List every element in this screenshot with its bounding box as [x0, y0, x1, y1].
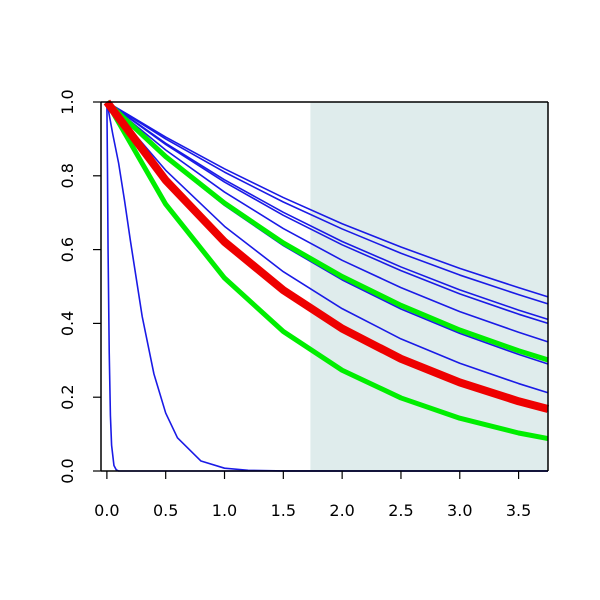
y-tick-label-0.4: 0.4: [58, 311, 77, 336]
series-line-green-11: [104, 100, 549, 441]
series-line-blue-2: [106, 101, 549, 321]
series-line-blue-0: [106, 101, 549, 298]
x-tick-label-2.5: 2.5: [388, 501, 413, 520]
y-tick-label-0.2: 0.2: [58, 384, 77, 409]
series-line-blue-3: [106, 101, 549, 325]
series-line-green-10: [105, 100, 549, 363]
x-tick-label-0.5: 0.5: [153, 501, 178, 520]
x-tick-label-1.0: 1.0: [212, 501, 237, 520]
y-tick-label-1.0: 1.0: [58, 89, 77, 114]
series-line-red-12: [103, 99, 550, 413]
series-line-blue-4: [106, 101, 549, 343]
y-tick-label-0.0: 0.0: [58, 458, 77, 483]
y-tick-label-0.8: 0.8: [58, 163, 77, 188]
x-tick-label-1.5: 1.5: [271, 501, 296, 520]
x-tick-label-0.0: 0.0: [94, 501, 119, 520]
axis-layer: 0.0 0.5 1.0 1.5 2.0 2.5 3.0 3.5 0.0 0.2 0.4 0.6 0.8 1…: [58, 89, 549, 520]
x-tick-label-3.0: 3.0: [447, 501, 472, 520]
x-tick-label-3.5: 3.5: [506, 501, 531, 520]
y-tick-label-0.6: 0.6: [58, 237, 77, 262]
series-line-blue-6: [106, 101, 549, 394]
series-line-blue-1: [106, 101, 549, 305]
shaded-region: [310, 102, 548, 471]
x-tick-label-2.0: 2.0: [329, 501, 354, 520]
